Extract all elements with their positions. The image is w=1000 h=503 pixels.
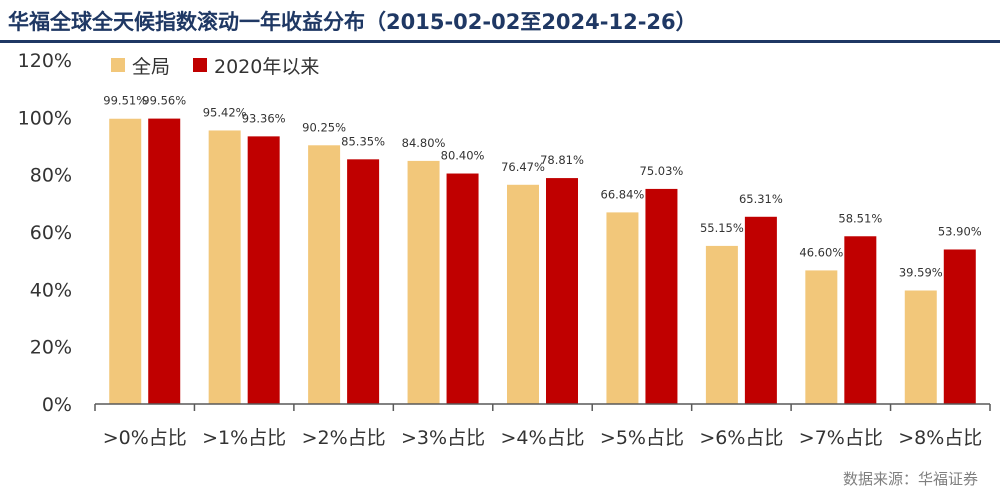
legend-item-series-2: 2020年以来 [193,52,319,78]
data-label-series-2: 80.40% [441,149,485,163]
data-label-series-1: 99.51% [103,94,147,108]
y-tick-label: 0% [42,394,72,416]
data-label-series-2: 53.90% [938,224,982,238]
data-label-series-1: 55.15% [700,221,744,235]
bar-series-1 [507,184,539,404]
y-tick-label: 120% [18,50,72,72]
y-tick-label: 20% [30,337,72,359]
bar-series-1 [407,160,440,404]
x-tick-label: >1%占比 [202,427,286,449]
data-label-series-1: 84.80% [402,136,446,150]
title-rule [0,40,1000,43]
x-tick-label: >7%占比 [799,427,883,449]
bar-series-2 [347,159,380,404]
bar-series-1 [904,290,937,404]
bar-series-2 [546,178,578,404]
data-label-series-2: 65.31% [739,192,783,206]
legend-swatch-series-2 [193,58,207,72]
data-label-series-2: 99.56% [142,94,186,108]
x-tick-label: >5%占比 [600,427,684,449]
data-label-series-1: 39.59% [899,266,943,280]
y-tick-label: 80% [30,165,72,187]
bar-series-2 [744,216,777,404]
bar-series-2 [247,136,280,405]
x-tick-label: >4%占比 [500,427,584,449]
bar-series-1 [606,212,639,404]
data-label-series-2: 58.51% [838,211,882,225]
data-label-series-1: 95.42% [203,105,247,119]
source-note: 数据来源：华福证券 [842,470,978,488]
bar-series-2 [645,188,678,404]
y-tick-label: 60% [30,222,72,244]
x-tick-label: >2%占比 [302,427,386,449]
data-label-series-2: 75.03% [640,164,684,178]
data-label-series-1: 46.60% [799,245,843,259]
legend-label-series-2: 2020年以来 [214,55,320,78]
y-tick-label: 40% [30,279,72,301]
data-label-series-1: 66.84% [601,187,645,201]
bar-series-1 [705,245,738,404]
bar-series-2 [148,118,181,404]
chart-title: 华福全球全天候指数滚动一年收益分布（2015-02-02至2024-12-26） [8,10,697,34]
x-tick-label: >8%占比 [898,427,982,449]
bar-series-1 [805,270,838,404]
data-label-series-2: 85.35% [341,134,385,148]
x-tick-label: >0%占比 [103,427,187,449]
bar-series-2 [844,236,877,404]
data-label-series-1: 76.47% [501,160,545,174]
x-tick-label: >6%占比 [699,427,783,449]
bar-series-2 [943,249,976,404]
x-tick-label: >3%占比 [401,427,485,449]
data-label-series-2: 78.81% [540,153,584,167]
legend-swatch-series-1 [111,58,125,72]
bar-series-1 [109,118,142,404]
bar-series-1 [208,130,241,405]
legend-label-series-1: 全局 [132,55,171,78]
bar-series-2 [446,173,479,404]
bar-series-1 [308,145,341,405]
data-label-series-2: 93.36% [242,111,286,125]
y-tick-label: 100% [18,107,72,129]
legend-item-series-1: 全局 [111,52,170,78]
data-label-series-1: 90.25% [302,120,346,134]
